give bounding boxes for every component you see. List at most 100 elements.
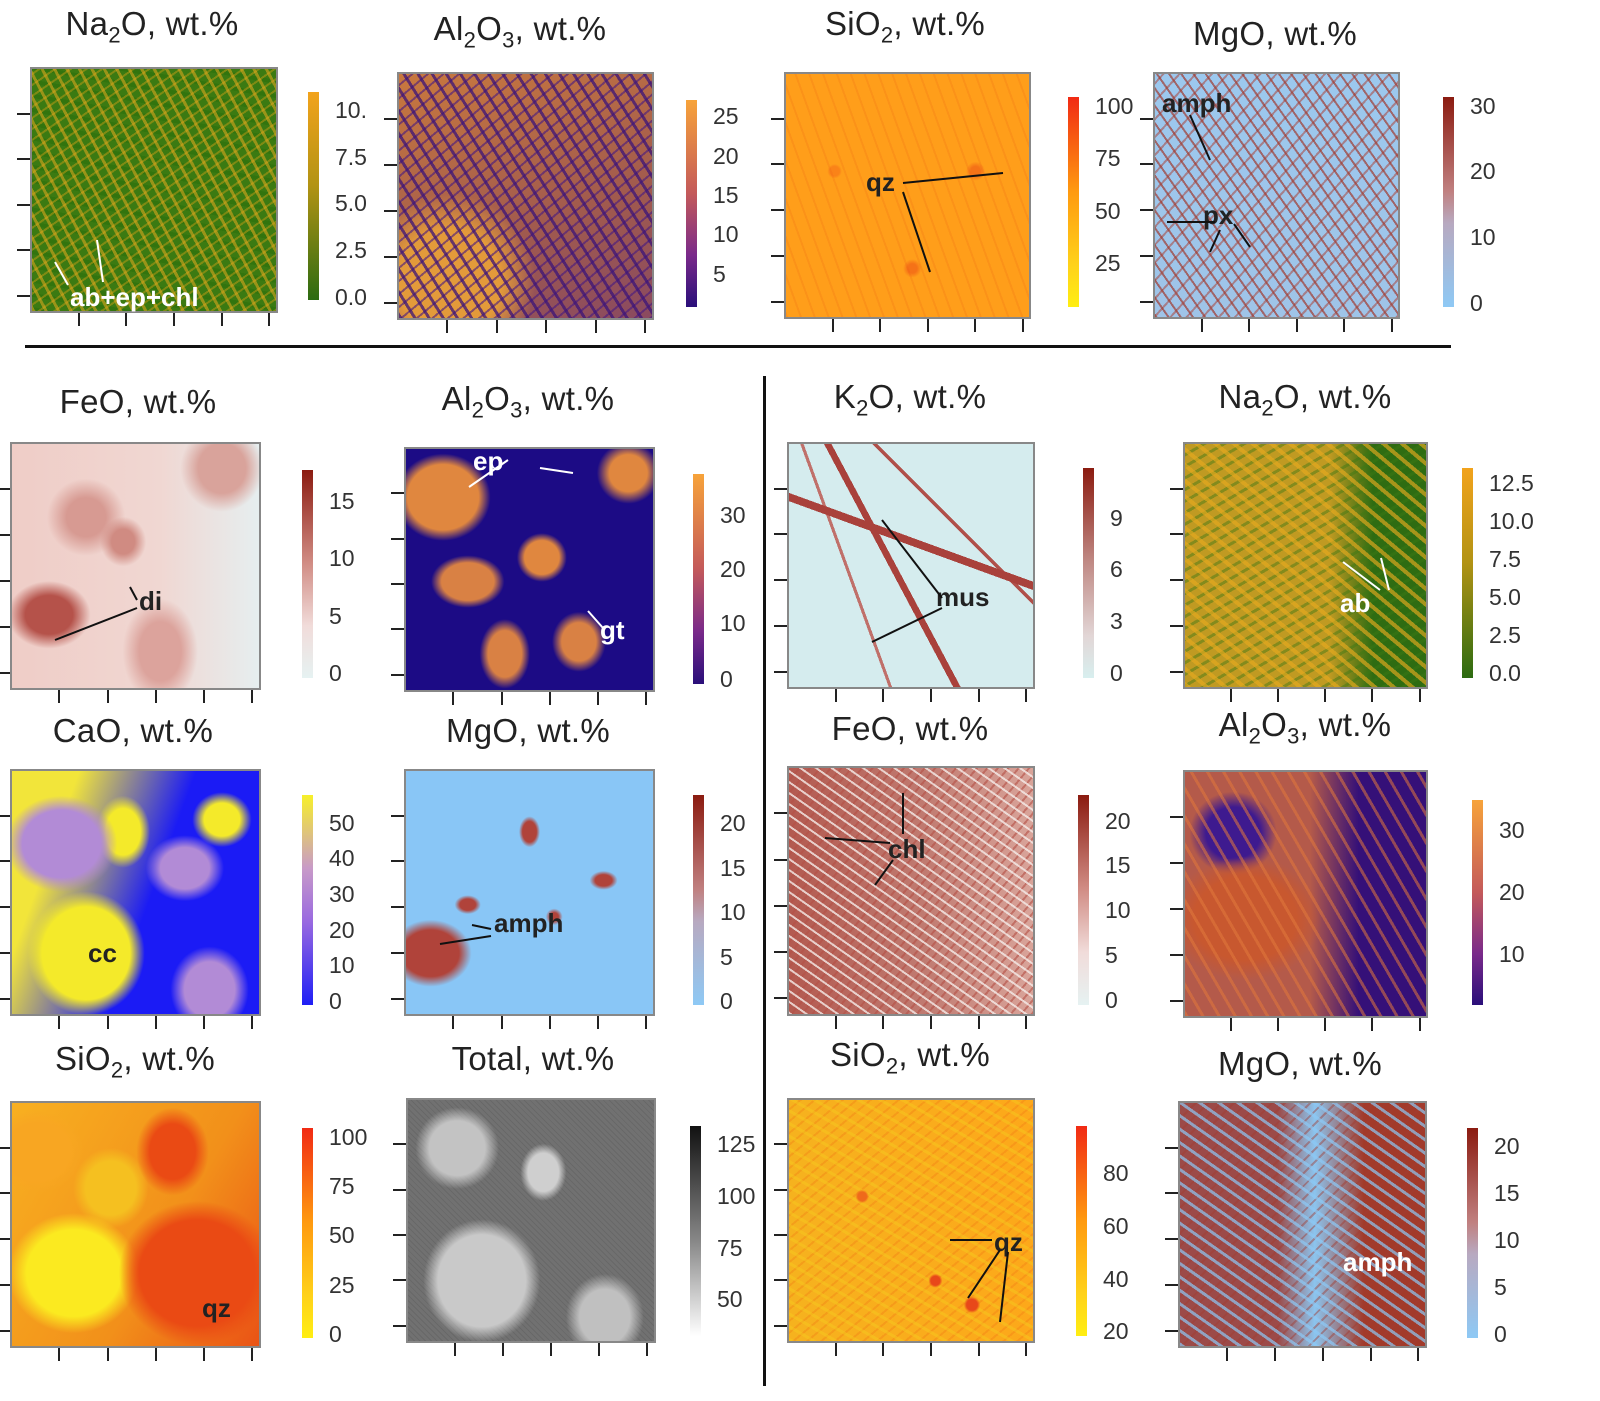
axis-tick	[1225, 1348, 1228, 1361]
axis-tick	[17, 112, 30, 115]
axis-tick	[1170, 953, 1183, 956]
panel-a-al2o3-map	[397, 72, 654, 320]
axis-tick	[1343, 319, 1345, 332]
colorbar-tick: 10	[1499, 941, 1525, 967]
colorbar-tick: 10	[329, 952, 355, 978]
axis-tick	[1170, 815, 1183, 818]
axis-tick	[1418, 689, 1421, 702]
panel-c-na2o-colorbar	[1462, 468, 1473, 678]
axis-tick	[1170, 999, 1183, 1002]
colorbar-tick: 15	[329, 488, 355, 514]
axis-tick	[500, 1016, 503, 1029]
axis-tick	[771, 254, 784, 257]
axis-tick	[0, 951, 10, 954]
axis-tick	[393, 1279, 406, 1282]
panel-c-mgo-title: MgO, wt.%	[1217, 1045, 1383, 1082]
axis-tick	[1140, 300, 1153, 303]
axis-tick	[774, 487, 787, 490]
axis-tick	[1140, 209, 1153, 212]
axis-tick	[502, 1343, 505, 1356]
panel-c-k2o-title: K2O, wt.%	[833, 378, 987, 421]
axis-tick	[1324, 1018, 1327, 1031]
panel-a-al2o3-colorbar	[686, 100, 697, 307]
panel-b-mgo-colorbar	[693, 795, 704, 1005]
axis-tick	[77, 313, 80, 326]
colorbar-tick: 10	[1470, 224, 1496, 250]
axis-tick	[0, 1329, 10, 1332]
colorbar-tick: 25	[329, 1272, 355, 1298]
axis-tick	[597, 1016, 600, 1029]
axis-tick	[1248, 319, 1250, 332]
axis-tick	[834, 1016, 837, 1029]
panel-b-al2o3-map	[404, 447, 655, 692]
colorbar-tick: 0	[720, 988, 733, 1014]
axis-tick	[0, 579, 10, 582]
panel-b-sio2-map	[10, 1101, 261, 1348]
colorbar-tick: 0.0	[335, 284, 367, 310]
axis-tick	[1140, 117, 1153, 120]
colorbar-tick: 0	[1110, 660, 1123, 686]
axis-tick	[1321, 1348, 1324, 1361]
panel-c-al2o3-map	[1183, 770, 1428, 1018]
axis-tick	[644, 320, 647, 333]
colorbar-tick: 15	[1494, 1180, 1520, 1206]
panel-a-al2o3-title: Al2O3, wt.%	[433, 10, 607, 53]
axis-tick	[771, 117, 784, 120]
axis-tick	[774, 579, 787, 582]
axis-tick	[1165, 1146, 1178, 1149]
panel-a-sio2-title: SiO2, wt.%	[824, 5, 986, 48]
colorbar-tick: 5	[720, 944, 733, 970]
axis-tick	[974, 319, 976, 332]
panel-b-al2o3-colorbar	[693, 474, 704, 684]
axis-tick	[774, 997, 787, 1000]
axis-tick	[645, 1016, 648, 1029]
colorbar-tick: 5	[329, 603, 342, 629]
colorbar-tick: 75	[717, 1235, 743, 1261]
colorbar-tick: 5.0	[1489, 584, 1521, 610]
colorbar-tick: 20	[1105, 808, 1131, 834]
colorbar-tick: 9	[1110, 505, 1123, 531]
annotation-qz: qz	[202, 1293, 231, 1323]
colorbar-tick: 7.5	[335, 144, 367, 170]
axis-tick	[1170, 487, 1183, 490]
axis-tick	[1170, 579, 1183, 582]
axis-tick	[17, 249, 30, 252]
colorbar-tick: 10	[1494, 1227, 1520, 1253]
axis-tick	[203, 1348, 206, 1361]
axis-tick	[977, 1343, 980, 1356]
axis-tick	[1170, 624, 1183, 627]
axis-tick	[774, 1234, 787, 1237]
panel-c-feo-map	[787, 766, 1035, 1016]
colorbar-tick: 10	[720, 610, 746, 636]
axis-tick	[1025, 689, 1028, 702]
axis-tick	[391, 673, 404, 676]
axis-tick	[882, 689, 885, 702]
panel-b-total-colorbar	[690, 1126, 701, 1336]
axis-tick	[0, 1283, 10, 1286]
axis-tick	[1273, 1348, 1276, 1361]
panel-b-cao-title: CaO, wt.%	[52, 712, 214, 749]
axis-tick	[548, 692, 551, 705]
colorbar-tick: 10	[1105, 897, 1131, 923]
colorbar-tick: 15	[1105, 852, 1131, 878]
axis-tick	[384, 209, 397, 212]
annotation-gt: gt	[600, 615, 625, 645]
panel-c-feo-colorbar	[1078, 795, 1089, 1005]
axis-tick	[268, 313, 271, 326]
axis-tick	[774, 1279, 787, 1282]
axis-tick	[977, 1016, 980, 1029]
axis-tick	[1277, 1018, 1280, 1031]
axis-tick	[597, 692, 600, 705]
colorbar-tick: 0	[1470, 290, 1483, 316]
axis-tick	[1390, 319, 1393, 332]
panel-b-cao-colorbar	[302, 795, 313, 1005]
axis-tick	[926, 319, 929, 332]
panel-b-total-title: Total, wt.%	[451, 1040, 615, 1077]
panel-a-mgo-title: MgO, wt.%	[1192, 15, 1358, 52]
panel-c-sio2-colorbar	[1076, 1126, 1087, 1336]
axis-tick	[393, 1324, 406, 1327]
panel-c-k2o-colorbar	[1083, 468, 1094, 678]
axis-tick	[1371, 1018, 1374, 1031]
colorbar-tick: 40	[1103, 1266, 1129, 1292]
axis-tick	[154, 1348, 157, 1361]
